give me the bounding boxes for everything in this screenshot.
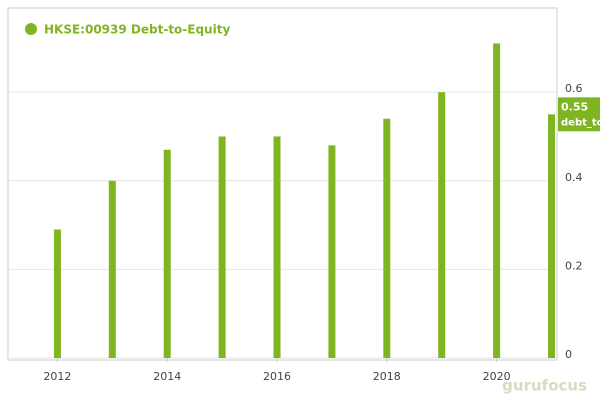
x-tick-label: 2012 (43, 370, 71, 383)
bar (53, 229, 61, 358)
x-tick-label: 2020 (483, 370, 511, 383)
value-tag-label: debt_to (561, 117, 600, 128)
y-tick-label: 0 (565, 348, 572, 361)
bar (383, 118, 391, 358)
x-tick-label: 2018 (373, 370, 401, 383)
value-tag-number: 0.55 (561, 100, 588, 113)
bar (273, 136, 281, 358)
bar (163, 149, 171, 358)
legend-marker[interactable] (25, 23, 37, 35)
y-tick-label: 0.2 (565, 259, 583, 272)
x-tick-label: 2016 (263, 370, 291, 383)
y-tick-label: 0.4 (565, 171, 583, 184)
bar (548, 114, 556, 358)
bar (493, 43, 501, 358)
bar (328, 145, 336, 358)
bar (108, 180, 116, 358)
y-tick-label: 0.6 (565, 82, 583, 95)
value-tag (558, 97, 600, 132)
bar (218, 136, 226, 358)
plot-frame (7, 7, 558, 361)
bar (438, 92, 446, 358)
watermark: gurufocus (502, 377, 587, 395)
legend-label[interactable]: HKSE:00939 Debt-to-Equity (44, 23, 230, 37)
x-tick-label: 2014 (153, 370, 181, 383)
